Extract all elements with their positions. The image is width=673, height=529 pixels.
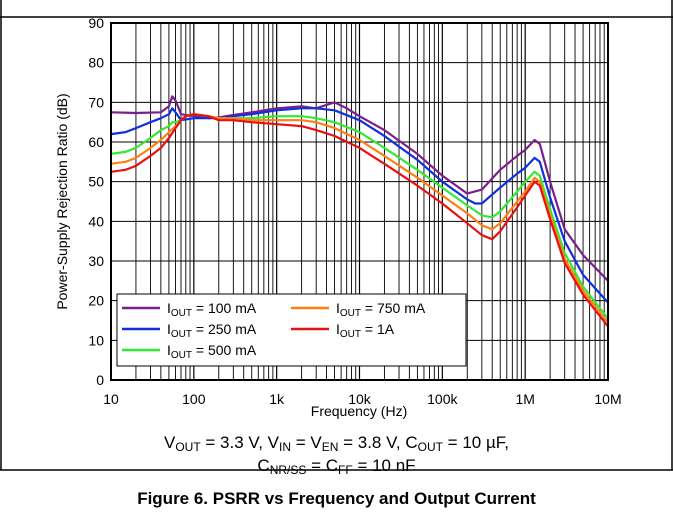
y-tick-label: 70: [88, 94, 104, 110]
series-line-5: [110, 113, 609, 328]
y-axis-label: Power-Supply Rejection Ratio (dB): [54, 93, 70, 309]
x-tick-label: 10: [103, 391, 119, 407]
subscript: FF: [338, 463, 353, 477]
y-tick-label: 0: [96, 372, 104, 388]
y-tick-label: 30: [88, 253, 104, 269]
figure-title: Figure 6. PSRR vs Frequency and Output C…: [137, 489, 536, 508]
y-tick-label: 10: [88, 332, 104, 348]
legend-label-1: IOUT = 100 mA: [167, 300, 257, 319]
x-tick-label: 1M: [515, 391, 534, 407]
x-tick-label: 100k: [427, 391, 458, 407]
x-tick-label: 100: [182, 391, 206, 407]
legend-label-4: IOUT = 750 mA: [336, 300, 426, 319]
test-conditions-line-2: CNR/SS = CFF = 10 nF: [257, 456, 416, 477]
chart-series-group: [110, 95, 609, 328]
subscript: OUT: [175, 440, 201, 454]
series-line-4: [110, 113, 609, 324]
x-tick-label: 10M: [594, 391, 621, 407]
y-tick-label: 60: [88, 134, 104, 150]
y-tick-label: 50: [88, 174, 104, 190]
x-axis-label: Frequency (Hz): [311, 403, 407, 419]
legend-label-5: IOUT = 1A: [336, 321, 395, 340]
x-axis-ticks: 10 100 1k 10k 100k 1M 10M: [103, 391, 621, 407]
legend-label-3: IOUT = 500 mA: [167, 342, 257, 361]
series-line-3: [110, 113, 609, 320]
y-tick-label: 80: [88, 55, 104, 71]
y-tick-label: 20: [88, 293, 104, 309]
subscript: EN: [321, 440, 339, 454]
x-tick-label: 1k: [269, 391, 285, 407]
series-line-2: [110, 107, 609, 304]
y-tick-label: 90: [88, 15, 104, 31]
subscript: IN: [278, 440, 291, 454]
chart-legend: IOUT = 100 mA IOUT = 250 mA IOUT = 500 mA I…: [116, 293, 467, 367]
subscript: OUT: [417, 440, 443, 454]
subscript: NR/SS: [269, 463, 307, 477]
y-axis-ticks: 0 10 20 30 40 50 60 70 80 90: [88, 15, 104, 388]
y-tick-label: 40: [88, 213, 104, 229]
test-conditions-line-1: VOUT = 3.3 V, VIN = VEN = 3.8 V, COUT = …: [164, 433, 509, 454]
series-line-1: [110, 95, 609, 282]
x-tick-label: 10k: [348, 391, 372, 407]
legend-label-2: IOUT = 250 mA: [167, 321, 257, 340]
plot-area-border: [110, 22, 609, 381]
